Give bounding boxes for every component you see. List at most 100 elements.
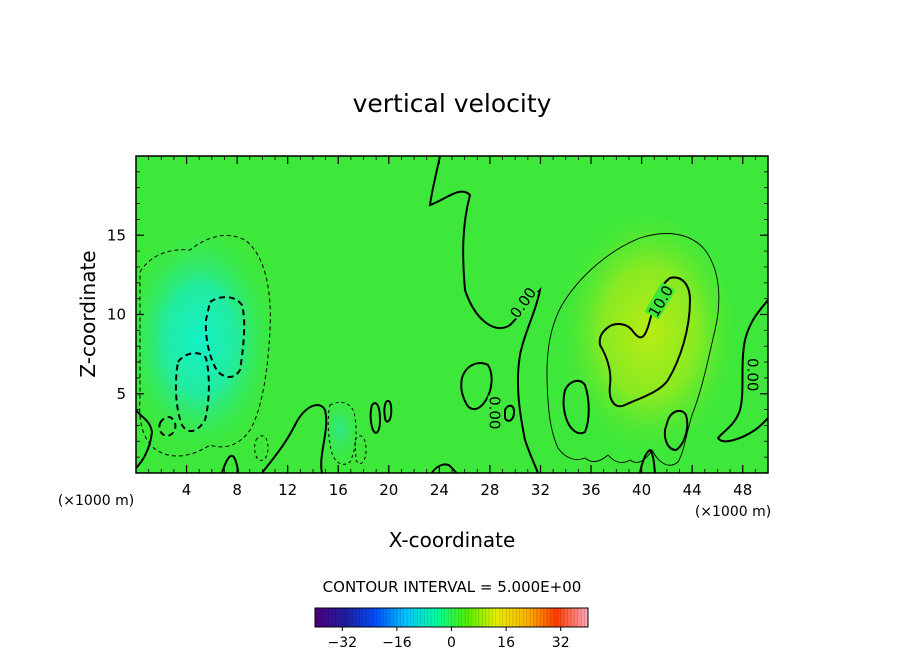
y-axis: 5 10 15	[107, 155, 768, 474]
colorbar-cell	[407, 608, 411, 627]
x-tick-label: 12	[278, 481, 297, 499]
x-unit-left: (×1000 m)	[58, 493, 134, 509]
y-tick-label: 10	[107, 306, 126, 324]
x-tick-label: 16	[329, 481, 348, 499]
colorbar-cell	[437, 608, 442, 627]
colorbar-cell	[509, 608, 514, 627]
colorbar-cell	[403, 608, 408, 627]
colorbar-cell	[321, 608, 326, 627]
colorbar-cell	[338, 608, 343, 627]
x-axis: 4 8 12 16 20 24 28 32 36 40 44 48	[135, 156, 769, 499]
colorbar-cell	[328, 608, 333, 627]
colorbar-cell	[325, 608, 329, 627]
colorbar-cell	[543, 608, 548, 627]
colorbar-cell	[581, 608, 585, 627]
colorbar-cell	[536, 608, 541, 627]
colorbar-cell	[529, 608, 534, 627]
contour-minus10-c	[158, 416, 177, 438]
colorbar-cell	[458, 608, 463, 627]
colorbar-cell	[352, 608, 357, 627]
contour-interval-text: CONTOUR INTERVAL = 5.000E+00	[323, 578, 582, 596]
contour-plus10	[598, 276, 692, 408]
colorbar-cell	[526, 608, 531, 627]
y-tick-label: 5	[116, 385, 126, 403]
contour-label: 0.00	[744, 357, 762, 392]
colorbar-cell	[386, 608, 391, 627]
colorbar-tick-label: −16	[382, 635, 412, 651]
colorbar-cell	[383, 608, 387, 627]
contour-zero-lower-left	[221, 454, 239, 473]
colorbar-cell	[485, 608, 490, 627]
contour-label-bg	[506, 283, 539, 321]
colorbar-cell	[359, 608, 364, 627]
x-tick-label: 44	[683, 481, 702, 499]
colorbar-cell	[315, 608, 319, 627]
colorbar-cell	[390, 608, 394, 627]
colorbar-cell	[512, 608, 517, 627]
colorbar-cell	[553, 608, 558, 627]
x-tick-label: 8	[232, 481, 242, 499]
colorbar-tick-label: −32	[328, 635, 358, 651]
downdraft-shading	[136, 220, 280, 460]
colorbar-cell	[441, 608, 445, 627]
contour-plus10-small-a	[562, 379, 590, 435]
contour-plus5	[546, 233, 720, 466]
x-tick-label: 48	[733, 481, 752, 499]
colorbar-cell	[444, 608, 449, 627]
colorbar-cell	[475, 608, 480, 627]
colorbar-cell	[482, 608, 486, 627]
colorbar-tick-label: 32	[552, 635, 570, 651]
colorbar-cell	[355, 608, 360, 627]
colorbar-cell	[564, 608, 568, 627]
colorbar-cell	[519, 608, 524, 627]
contour-zero-blob-b	[369, 402, 382, 434]
x-tick-label: 20	[379, 481, 398, 499]
contour-label-bg	[644, 282, 676, 320]
contour-zero-blob-d	[504, 404, 516, 422]
contour-minus5	[139, 235, 271, 457]
colorbar-cell	[516, 608, 521, 627]
x-tick-label: 24	[430, 481, 449, 499]
colorbar-cell	[362, 608, 367, 627]
x-tick-label: 32	[531, 481, 550, 499]
colorbar-cell	[335, 608, 340, 627]
colorbar-cell	[577, 608, 582, 627]
updraft-shading	[545, 215, 735, 473]
plot-area: 0.00 10.00.000.00	[136, 156, 768, 473]
colorbar-cell	[495, 608, 500, 627]
colorbar	[314, 607, 589, 628]
colorbar-cell	[345, 608, 350, 627]
colorbar-cell	[499, 608, 503, 627]
colorbar-cell	[570, 608, 575, 627]
colorbar-cell	[492, 608, 497, 627]
contour-minus5-small-a	[327, 401, 357, 465]
chart-title: vertical velocity	[353, 89, 552, 118]
colorbar-cell	[502, 608, 507, 627]
colorbar-cell	[567, 608, 572, 627]
colorbar-cell	[461, 608, 466, 627]
colorbar-cell	[431, 608, 435, 627]
colorbar-cell	[434, 608, 439, 627]
colorbar-cell	[465, 608, 469, 627]
contour-zero-blob-c	[383, 399, 393, 423]
contour-zero-lower	[261, 404, 328, 473]
x-unit-right: (×1000 m)	[695, 504, 771, 520]
contour-label-text: 0.00	[744, 358, 762, 391]
colorbar-cell	[454, 608, 459, 627]
colorbar-cell	[393, 608, 398, 627]
positive-contours	[546, 233, 720, 466]
zero-contours	[136, 156, 768, 473]
colorbar-cell	[424, 608, 428, 627]
colorbar-ticks: −32 −16 0 16 32	[328, 627, 570, 651]
contour-label-bg	[745, 357, 762, 392]
colorbar-cell	[506, 608, 510, 627]
colorbar-cell	[366, 608, 370, 627]
colorbar-cell	[369, 608, 374, 627]
colorbar-cell	[560, 608, 565, 627]
contour-minus10-b	[174, 352, 210, 432]
colorbar-cell	[557, 608, 561, 627]
x-tick-label: 40	[632, 481, 651, 499]
colorbar-cell	[396, 608, 401, 627]
colorbar-cell	[489, 608, 493, 627]
contour-minus5-small-c	[354, 435, 367, 465]
